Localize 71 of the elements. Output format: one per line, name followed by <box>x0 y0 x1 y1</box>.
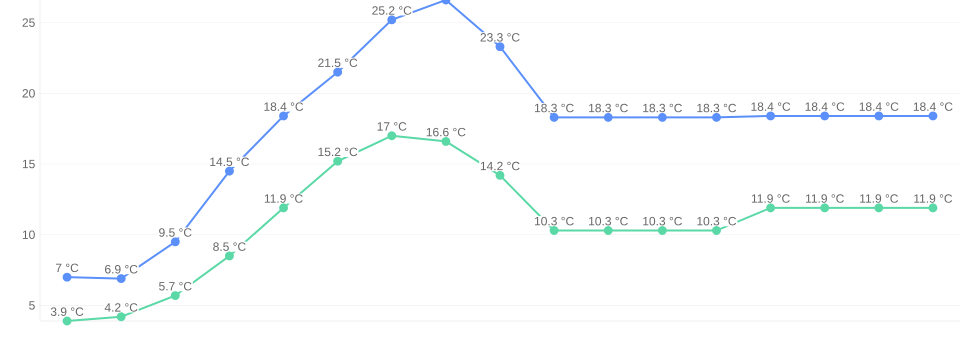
data-label: 17 °C <box>378 122 406 131</box>
data-label: 10.3 °C <box>697 216 736 226</box>
data-label: 5.7 °C <box>159 282 192 290</box>
data-label: 10.3 °C <box>589 216 628 226</box>
data-label: 10.3 °C <box>643 216 682 226</box>
point <box>658 112 667 122</box>
data-label: 18.4 °C <box>264 102 304 111</box>
point <box>658 226 667 235</box>
point <box>928 203 938 212</box>
point <box>766 111 776 120</box>
data-label: 18.4 °C <box>751 102 790 111</box>
data-label: 18.3 °C <box>697 104 736 112</box>
point <box>550 112 559 122</box>
point <box>62 316 72 326</box>
data-label: 15.2 °C <box>318 148 358 156</box>
point <box>550 226 559 235</box>
point <box>170 237 180 246</box>
point <box>441 136 450 146</box>
point <box>170 291 180 300</box>
data-label: 11.9 °C <box>914 194 952 203</box>
data-label: 14.5 °C <box>210 158 250 166</box>
data-label: 6.9 °C <box>105 265 138 274</box>
data-label: 18.3 °C <box>643 104 682 112</box>
point <box>604 226 613 235</box>
point <box>874 203 884 212</box>
point <box>604 112 613 122</box>
y-tick-label: 5 <box>29 301 35 310</box>
y-tick-label: 20 <box>22 89 35 98</box>
data-label: 7 °C <box>56 264 78 272</box>
point <box>496 170 504 180</box>
point <box>333 156 342 166</box>
data-label: 18.4 °C <box>860 102 898 111</box>
data-label: 9.5 °C <box>159 228 192 237</box>
point <box>387 15 396 24</box>
point <box>766 203 776 212</box>
data-label: 11.9 °C <box>264 194 303 203</box>
data-label: 14.2 °C <box>480 162 520 170</box>
point <box>224 166 234 176</box>
point <box>62 272 72 282</box>
data-label: 18.4 °C <box>806 102 844 111</box>
point <box>279 111 288 120</box>
data-label: 4.2 °C <box>104 303 138 312</box>
data-label: 18.3 °C <box>534 104 574 112</box>
point <box>712 226 721 235</box>
data-label: 8.5 °C <box>213 242 246 251</box>
y-tick-label: 15 <box>22 160 35 168</box>
point <box>712 112 721 122</box>
y-tick-label: 25 <box>22 18 35 27</box>
y-tick-label: 10 <box>22 230 35 239</box>
data-label: 10.3 °C <box>534 216 574 226</box>
point <box>224 251 234 260</box>
point <box>279 203 288 212</box>
point <box>820 203 830 212</box>
data-label: 11.9 °C <box>806 194 844 203</box>
data-label: 3.9 °C <box>50 307 84 316</box>
point <box>820 111 830 120</box>
point <box>928 111 938 120</box>
data-label: 18.4 °C <box>914 102 953 111</box>
point <box>387 131 396 140</box>
point <box>496 42 504 52</box>
data-label: 11.9 °C <box>860 194 898 203</box>
point <box>874 111 884 120</box>
data-label: 25.2 °C <box>372 6 412 15</box>
data-label: 23.3 °C <box>480 33 520 42</box>
data-label: 21.5 °C <box>318 58 358 68</box>
point <box>333 68 342 77</box>
point <box>116 312 126 322</box>
data-label: 18.3 °C <box>589 104 628 112</box>
point <box>116 274 126 284</box>
data-label: 11.9 °C <box>752 194 790 203</box>
data-label: 16.6 °C <box>426 128 466 136</box>
